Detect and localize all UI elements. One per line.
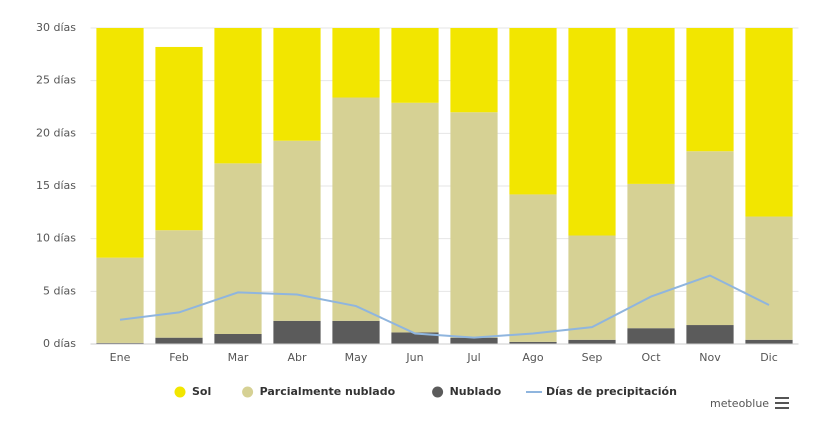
bar-segment (273, 320, 321, 344)
x-tick-label: Sep (582, 351, 603, 364)
y-tick-label: 20 días (36, 126, 76, 139)
bar-segment (273, 28, 321, 141)
bar-segment (509, 28, 557, 195)
bar-segment (391, 102, 439, 333)
bar-segment (627, 28, 675, 184)
x-tick-label: Oct (641, 351, 661, 364)
bar-segment (332, 28, 380, 98)
bar-segment (686, 325, 734, 344)
x-tick-label: Feb (169, 351, 188, 364)
x-tick-label: Ene (110, 351, 131, 364)
bar-segment (96, 28, 144, 258)
x-tick-label: Dic (760, 351, 778, 364)
bar-segment (214, 333, 262, 344)
bar-segment (391, 332, 439, 344)
legend-label: Sol (192, 385, 211, 398)
bar-segment (450, 337, 498, 344)
bar-segment (96, 342, 144, 344)
y-tick-label: 25 días (36, 74, 76, 87)
legend-label: Parcialmente nublado (260, 385, 396, 398)
credit: meteoblue (710, 397, 769, 410)
bar-segment (627, 183, 675, 329)
bar-segment (686, 151, 734, 326)
bar-segment (214, 163, 262, 334)
bar-segment (627, 328, 675, 344)
y-tick-label: 5 días (43, 284, 76, 297)
bar-segment (450, 112, 498, 338)
bar-segment (155, 46, 203, 231)
bar-segment (568, 339, 616, 344)
x-tick-label: Jun (405, 351, 423, 364)
legend-marker (432, 386, 444, 398)
bar-segment (745, 339, 793, 344)
legend-label: Nublado (450, 385, 502, 398)
y-tick-label: 15 días (36, 179, 76, 192)
x-tick-label: Nov (699, 351, 721, 364)
bar-segment (273, 140, 321, 321)
bar-segment (745, 216, 793, 340)
bar-segment (450, 28, 498, 113)
bar-segment (745, 28, 793, 217)
bar-segment (391, 28, 439, 103)
x-tick-label: May (345, 351, 368, 364)
legend-label: Días de precipitación (546, 385, 677, 398)
bar-segment (155, 230, 203, 338)
bar-segment (332, 97, 380, 321)
x-tick-label: Jul (466, 351, 480, 364)
y-tick-label: 30 días (36, 21, 76, 34)
y-tick-label: 10 días (36, 232, 76, 245)
bar-segment (686, 28, 734, 152)
x-tick-label: Abr (287, 351, 307, 364)
plot-area (96, 28, 793, 344)
menu-icon[interactable] (775, 397, 789, 409)
y-tick-label: 0 días (43, 337, 76, 350)
legend-marker (242, 386, 254, 398)
bar-segment (96, 257, 144, 343)
line-series (119, 274, 770, 339)
x-tick-label: Ago (522, 351, 544, 364)
bar-segment (509, 194, 557, 342)
x-tick-label: Mar (228, 351, 249, 364)
bar-segment (332, 320, 380, 344)
bar-segment (509, 341, 557, 344)
bar-segment (214, 28, 262, 164)
bar-segment (568, 28, 616, 236)
bar-segment (568, 235, 616, 340)
legend-marker (174, 386, 186, 398)
bar-segment (155, 337, 203, 344)
